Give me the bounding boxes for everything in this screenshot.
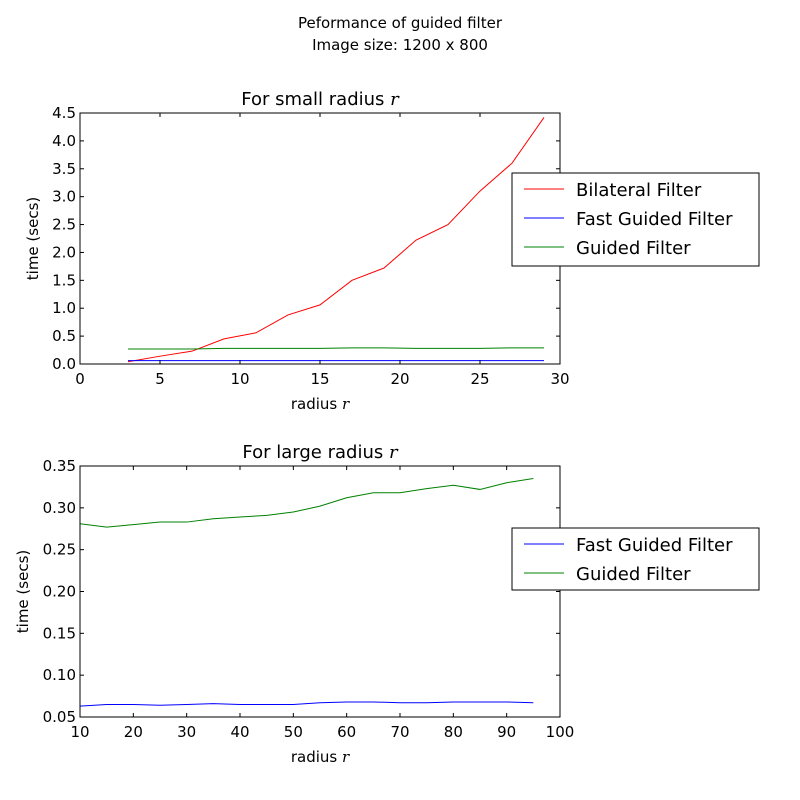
chart2-ytick-label: 0.20 [43,583,76,601]
chart2-ytick-label: 0.30 [43,499,76,517]
chart2-ytick-label: 0.35 [43,457,76,475]
chart2-ytick-label: 0.05 [43,708,76,726]
chart2-xtick-label: 40 [230,723,249,741]
chart2-xlabel-text: radius [291,748,342,766]
chart1-ytick-label: 4.0 [52,132,76,150]
chart2-xtick-label: 50 [284,723,303,741]
chart2-xlabel-math: r [342,748,350,766]
chart1-xtick-label: 15 [310,370,329,388]
chart2-legend: Fast Guided Filter Guided Filter [511,527,760,591]
chart1-series-guided-filter [128,347,544,350]
chart1-title: For small radius r [241,89,400,110]
chart2-series-fast-guided-filter [80,701,534,707]
chart1-xtick-label: 5 [155,370,165,388]
chart1-xtick-label: 0 [75,370,85,388]
figure-suptitle-line2: Image size: 1200 x 800 [312,36,488,54]
chart1: For small radius r 0 5 10 15 20 25 30 0.0 0.5 1.0 1… [24,89,760,413]
chart1-ylabel: time (secs) [24,197,42,280]
chart1-ytick-label: 0.0 [52,355,76,373]
chart2-xtick-label: 10 [70,723,89,741]
chart1-xtick-label: 20 [390,370,409,388]
chart1-ytick-label: 4.5 [52,104,76,122]
chart2-xtick-label: 100 [546,723,575,741]
chart1-title-text: For small radius [241,89,390,110]
chart1-xlabel-text: radius [291,395,342,413]
figure-suptitle-line1: Peformance of guided filter [297,14,502,32]
chart2-ylabel: time (secs) [14,550,32,633]
chart1-ytick-label: 3.0 [52,188,76,206]
chart1-ytick-label: 2.5 [52,216,76,234]
chart2-title-math: r [389,442,399,463]
chart2-ytick-label: 0.15 [43,624,76,642]
chart1-ytick-label: 1.5 [52,271,76,289]
chart2-title-text: For large radius [242,442,389,463]
chart2-series-guided-filter [80,478,534,528]
chart1-series-bilateral-filter [127,117,545,363]
chart2-title: For large radius r [242,442,399,463]
chart1-xlabel-math: r [342,395,350,413]
chart2: For large radius r 10 20 30 40 50 60 70 80 90 100 0… [14,442,760,766]
chart1-legend-label-fast-guided-filter: Fast Guided Filter [576,209,733,230]
chart1-ytick-label: 3.5 [52,160,76,178]
chart1-xtick-label: 25 [470,370,489,388]
chart2-xtick-label: 90 [497,723,516,741]
chart1-ytick-label: 1.0 [52,299,76,317]
chart2-ytick-label: 0.25 [43,541,76,559]
chart2-xtick-label: 80 [444,723,463,741]
chart1-xlabel: radius r [291,395,350,413]
chart2-xtick-label: 60 [337,723,356,741]
chart1-xtick-label: 30 [550,370,569,388]
chart1-legend: Bilateral Filter Fast Guided Filter Guided… [511,172,760,267]
chart1-title-math: r [390,89,400,110]
chart2-xlabel: radius r [291,748,350,766]
chart2-xtick-label: 30 [177,723,196,741]
chart2-legend-label-guided-filter: Guided Filter [576,564,691,585]
chart2-legend-box [511,527,760,591]
chart1-ytick-label: 0.5 [52,327,76,345]
chart2-xtick-label: 70 [390,723,409,741]
chart1-legend-label-bilateral-filter: Bilateral Filter [576,180,702,201]
chart2-ytick-label: 0.10 [43,666,76,684]
chart2-axes-frame [79,465,561,718]
chart1-legend-label-guided-filter: Guided Filter [576,238,691,259]
chart2-legend-label-fast-guided-filter: Fast Guided Filter [576,535,733,556]
chart1-axes-frame [79,112,561,365]
chart2-xtick-label: 20 [124,723,143,741]
chart1-ytick-label: 2.0 [52,243,76,261]
chart1-xtick-label: 10 [230,370,249,388]
